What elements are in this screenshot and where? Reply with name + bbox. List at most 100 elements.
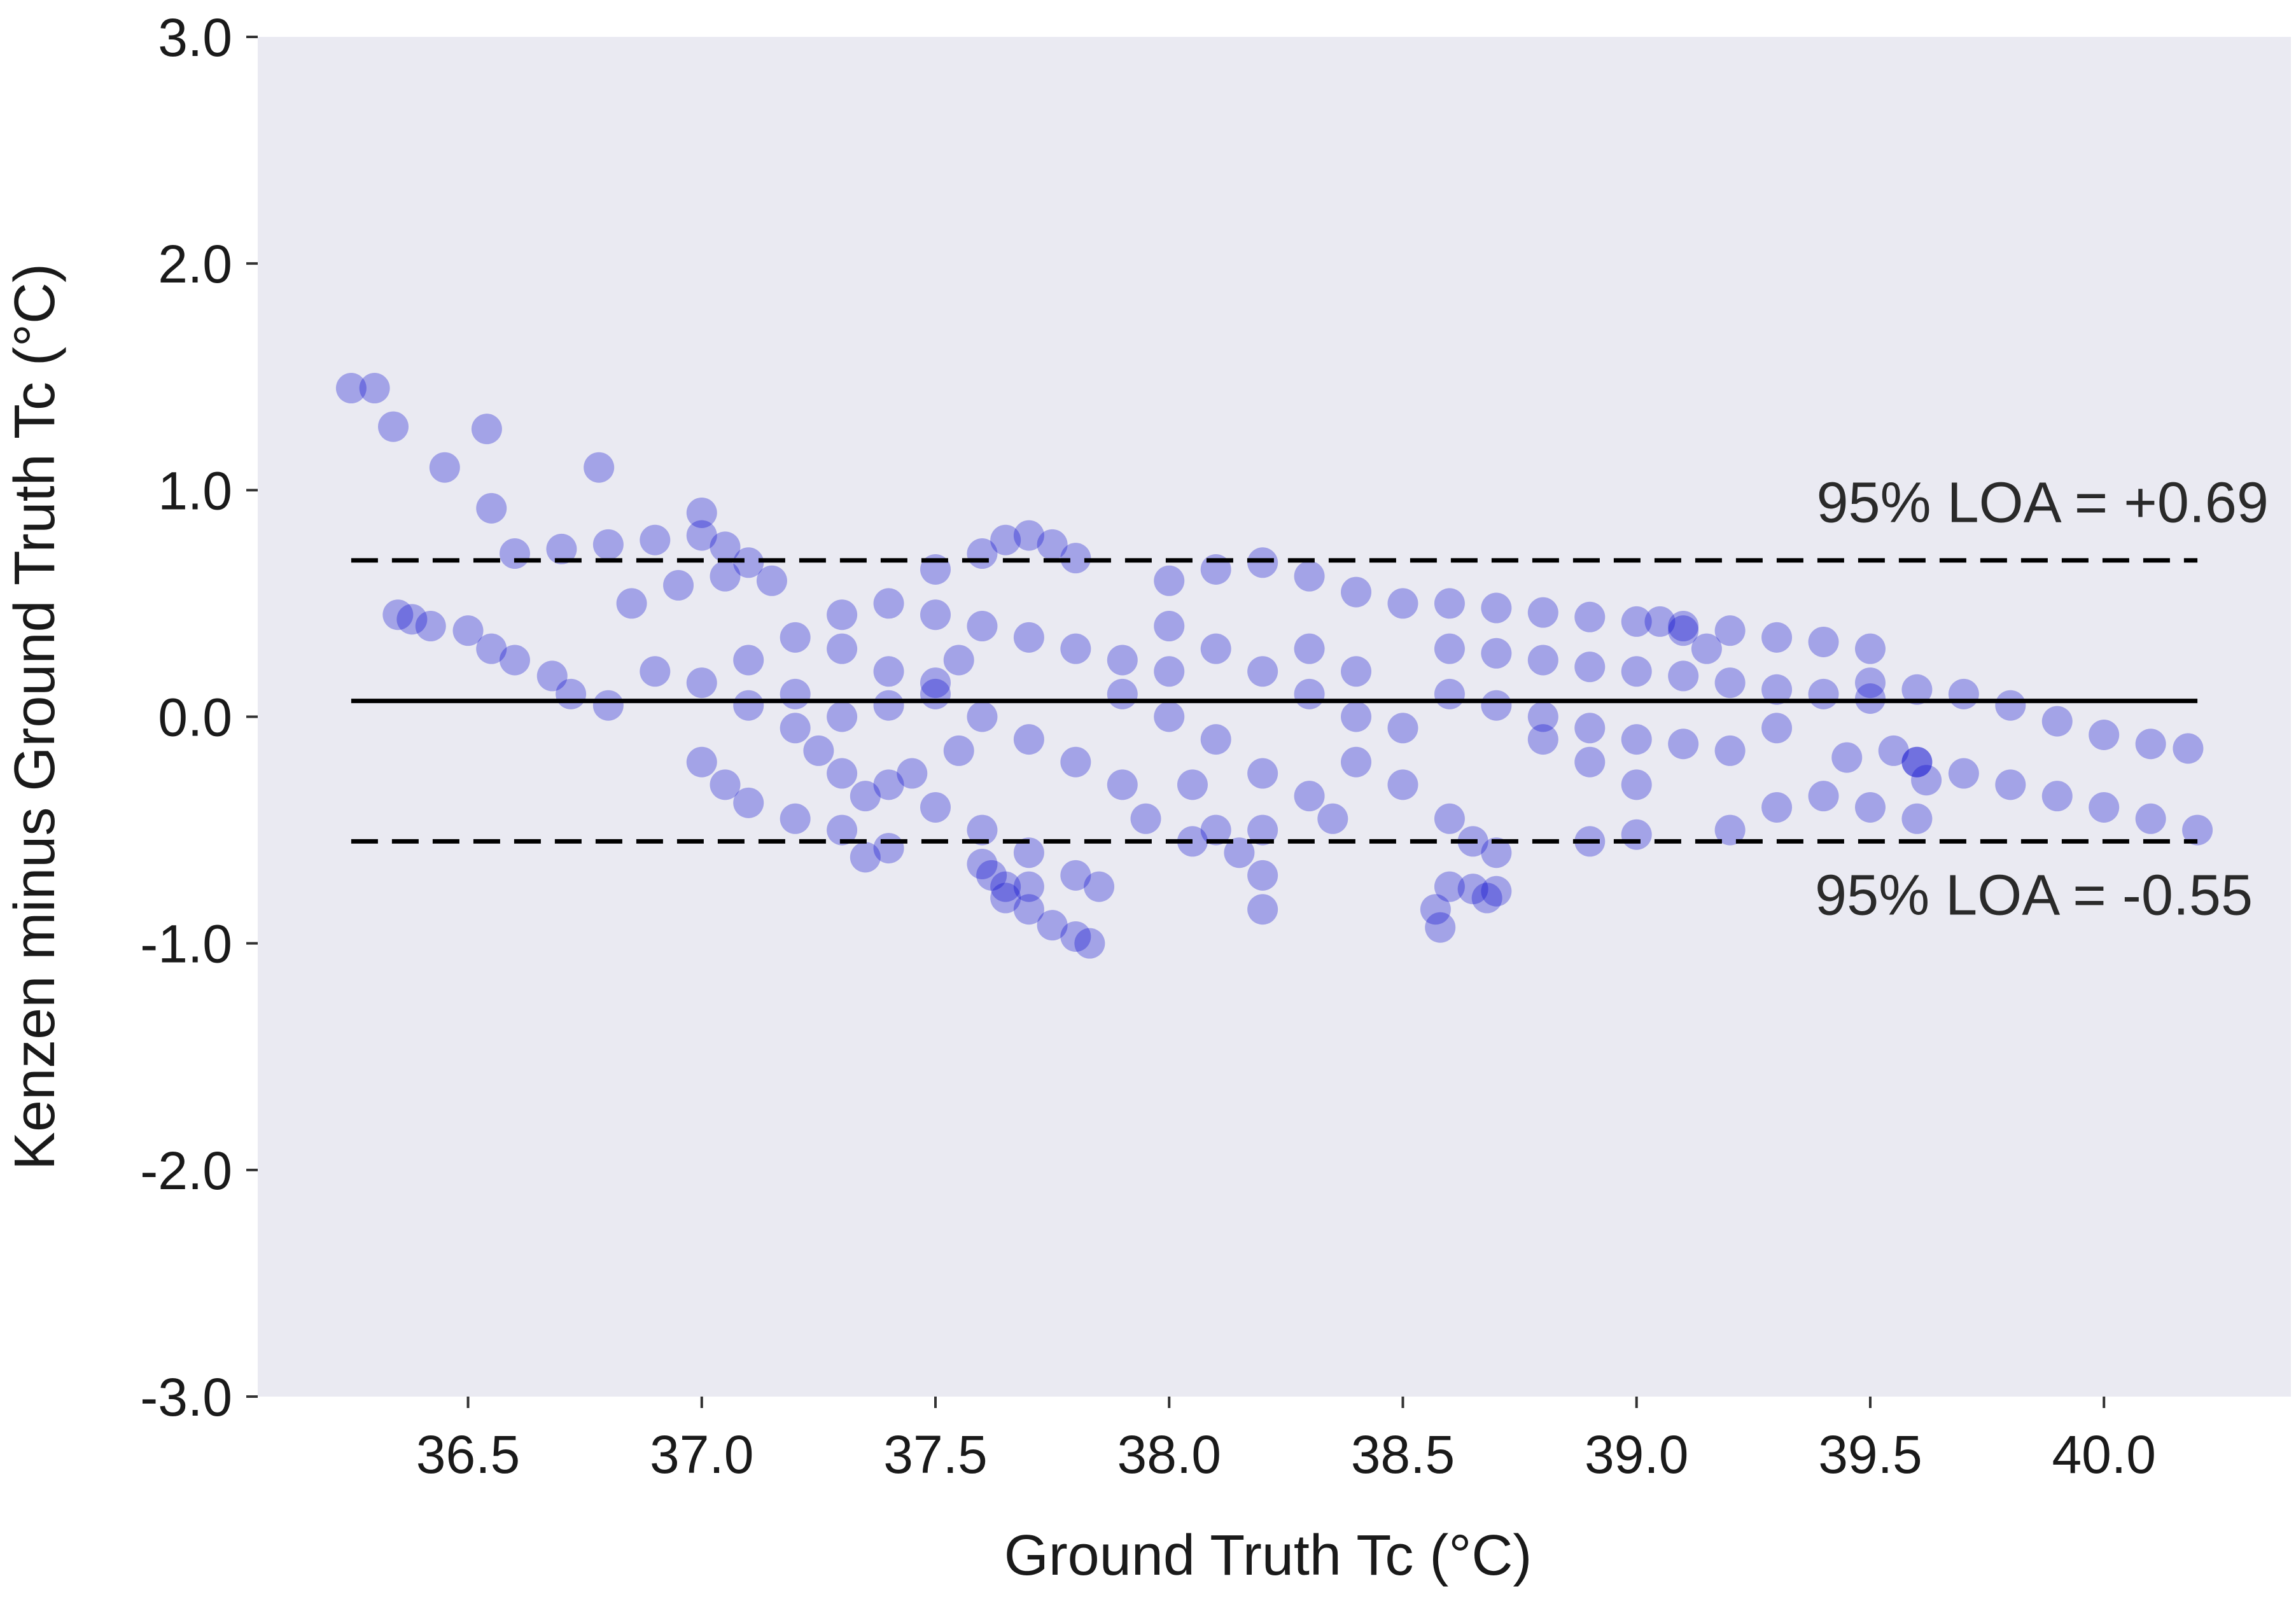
data-point [1621,724,1652,755]
data-point [1481,592,1512,624]
data-point [1317,803,1348,834]
data-point [378,411,409,442]
x-tick-label: 39.5 [1818,1425,1922,1484]
data-point [1341,701,1372,732]
data-point [733,547,764,578]
data-point [827,633,858,664]
data-point [1420,894,1451,925]
data-point [1107,678,1138,709]
data-point [1714,667,1746,699]
data-point [2135,803,2166,834]
data-point [1621,769,1652,800]
data-point [1074,928,1105,959]
data-point [967,814,998,846]
data-point [1691,633,1722,664]
data-point [850,842,881,873]
data-point [536,660,568,692]
data-point [827,599,858,631]
data-point [1527,724,1558,755]
data-point [1434,633,1465,664]
data-point [827,758,858,789]
data-point [1247,656,1278,687]
data-point [2182,814,2213,846]
data-point [780,803,811,834]
data-point [1668,660,1699,692]
data-point [382,599,414,631]
data-point [943,735,974,766]
data-point [897,758,928,789]
data-point [686,497,717,528]
data-point [1341,576,1372,608]
data-point [1434,588,1465,619]
data-point [943,645,974,676]
y-tick-label: 1.0 [158,461,232,520]
data-point [1060,921,1091,952]
plot-background [258,37,2291,1397]
data-point [1808,781,1839,812]
data-point [1247,894,1278,925]
data-point [1013,622,1044,653]
data-point [920,599,951,631]
data-point [1481,690,1512,721]
data-point [1013,520,1044,551]
data-point [1527,701,1558,732]
data-point [1854,683,1886,715]
data-point [873,588,904,619]
data-point [1154,565,1185,596]
data-point [556,678,587,709]
lower-loa-annotation: 95% LOA = -0.55 [1815,863,2253,927]
data-point [1060,633,1091,664]
y-tick-label: -3.0 [140,1367,232,1427]
x-axis-label: Ground Truth Tc (°C) [1004,1524,1532,1587]
data-point [827,701,858,732]
data-point [2089,792,2120,823]
data-point [1948,758,1979,789]
data-point [1434,678,1465,709]
data-point [1761,674,1793,705]
data-point [1574,601,1606,632]
data-point [1527,645,1558,676]
data-point [1901,746,1933,778]
data-point [1247,758,1278,789]
data-point [1177,769,1208,800]
y-tick-label: -1.0 [140,914,232,974]
upper-loa-annotation: 95% LOA = +0.69 [1816,471,2269,535]
data-point [1471,882,1502,914]
data-point [1154,611,1185,642]
data-point [873,690,904,721]
data-point [1761,792,1793,823]
data-point [1247,547,1278,578]
data-point [1901,803,1933,834]
data-point [616,588,647,619]
data-point [1037,910,1068,941]
data-point [1107,769,1138,800]
data-point [1013,894,1044,925]
data-point [499,538,530,569]
data-point [640,524,671,555]
x-tick-label: 38.5 [1351,1425,1455,1484]
data-point [1434,871,1465,902]
data-point [1808,678,1839,709]
data-point [2089,719,2120,750]
data-point [686,746,717,778]
data-point [756,565,787,596]
data-point [827,814,858,846]
data-point [1995,769,2026,800]
data-point [2135,729,2166,760]
data-point [1481,875,1512,907]
data-point [1854,667,1886,699]
x-tick-label: 40.0 [2052,1425,2156,1484]
data-point [546,533,577,564]
data-point [1668,729,1699,760]
data-point [592,690,624,721]
data-point [1200,724,1231,755]
data-point [1948,678,1979,709]
data-point [1668,615,1699,646]
reference-lines [351,558,2198,844]
x-tick-label: 36.5 [416,1425,521,1484]
data-point [2041,706,2073,737]
data-point [1995,690,2026,721]
data-point [1574,746,1606,778]
data-point [1247,814,1278,846]
